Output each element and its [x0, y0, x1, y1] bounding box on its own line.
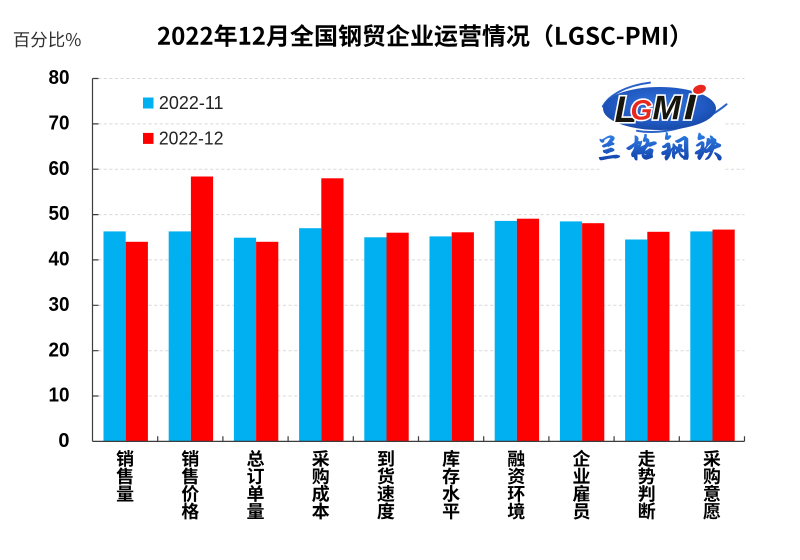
svg-text:80: 80	[49, 67, 70, 89]
svg-text:0: 0	[58, 430, 69, 452]
svg-text:2022-12: 2022-12	[159, 127, 224, 148]
svg-text:70: 70	[49, 113, 70, 135]
svg-text:10: 10	[49, 385, 70, 407]
svg-text:60: 60	[49, 158, 70, 180]
svg-text:2022-11: 2022-11	[159, 92, 224, 113]
svg-text:40: 40	[49, 249, 70, 271]
svg-text:30: 30	[49, 294, 70, 316]
svg-text:20: 20	[49, 339, 70, 361]
svg-text:50: 50	[49, 203, 70, 225]
